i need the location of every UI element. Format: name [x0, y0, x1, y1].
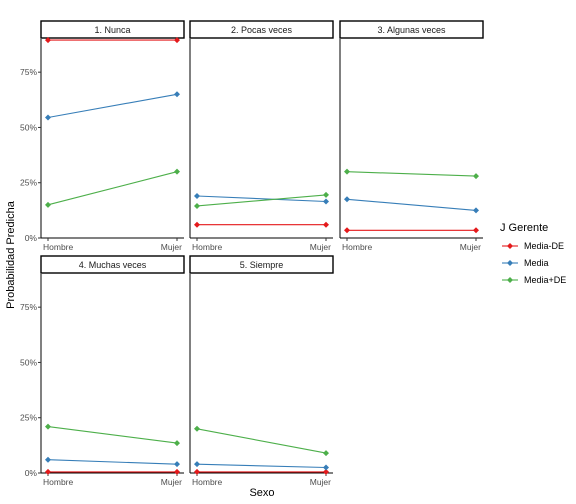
- panel-strip-label: 5. Siempre: [240, 260, 284, 270]
- panel-strip: [40, 20, 185, 39]
- series-line-media: [47, 459, 178, 465]
- panel-strip: [189, 20, 334, 39]
- data-point: [323, 468, 329, 475]
- x-axis-title: Sexo: [249, 487, 274, 499]
- data-point: [473, 207, 479, 214]
- x-tick-label: Mujer: [310, 477, 331, 487]
- series-line-media: [47, 93, 178, 119]
- legend-key-marker: [507, 277, 513, 283]
- legend-key-marker: [507, 243, 513, 249]
- panel-strip-label: 1. Nunca: [94, 25, 130, 35]
- series-line-media: [196, 463, 327, 469]
- panel-strip-label: 3. Algunas veces: [377, 25, 446, 35]
- x-tick-label: Hombre: [192, 242, 223, 252]
- data-point: [473, 227, 479, 234]
- data-point: [174, 168, 180, 175]
- panel-strip-label: 4. Muchas veces: [79, 260, 147, 270]
- legend-item: Media: [502, 258, 549, 268]
- legend-label: Media: [524, 258, 549, 268]
- series-line-media: [346, 198, 477, 211]
- panel-strip-label: 2. Pocas veces: [231, 25, 293, 35]
- legend-item: Media-DE: [502, 241, 564, 251]
- x-tick-label: Hombre: [43, 242, 74, 252]
- data-point: [45, 114, 51, 121]
- x-tick-label: Mujer: [161, 477, 182, 487]
- data-point: [45, 37, 51, 44]
- y-tick-label: 25%: [20, 413, 37, 423]
- series-line-media-de: [346, 171, 477, 177]
- series-line-media-de: [196, 428, 327, 454]
- legend-title: J Gerente: [500, 222, 548, 234]
- data-point: [45, 423, 51, 430]
- x-tick-label: Hombre: [43, 477, 74, 487]
- y-axis-title: Probabilidad Predicha: [5, 200, 17, 309]
- y-tick-label: 0%: [25, 468, 38, 478]
- data-point: [344, 196, 350, 203]
- series-line-media-de: [196, 194, 327, 207]
- series-line-media-de: [47, 171, 178, 206]
- series-line-media-de: [47, 426, 178, 444]
- x-tick-label: Hombre: [192, 477, 223, 487]
- x-tick-label: Hombre: [342, 242, 373, 252]
- data-point: [323, 450, 329, 457]
- data-point: [194, 425, 200, 432]
- data-point: [323, 198, 329, 205]
- y-tick-label: 0%: [25, 233, 38, 243]
- panel-4: 4. Muchas veces 0% 25% 50% 75% Hombre Mujer: [20, 255, 185, 487]
- x-tick-label: Mujer: [310, 242, 331, 252]
- y-tick-label: 50%: [20, 357, 37, 367]
- data-point: [45, 201, 51, 208]
- data-point: [194, 221, 200, 228]
- data-point: [194, 202, 200, 209]
- data-point: [194, 461, 200, 468]
- legend-label: Media-DE: [524, 241, 564, 251]
- panel-2: 2. Pocas veces Hombre Mujer: [189, 20, 334, 252]
- legend-item: Media+DE: [502, 275, 566, 285]
- data-point: [344, 227, 350, 234]
- data-point: [174, 461, 180, 468]
- data-point: [344, 168, 350, 175]
- data-point: [45, 468, 51, 475]
- x-tick-label: Mujer: [161, 242, 182, 252]
- panel-5: 5. Siempre Hombre Mujer: [189, 255, 334, 487]
- panel-strip: [339, 20, 484, 39]
- x-tick-label: Mujer: [460, 242, 481, 252]
- legend: J Gerente Media-DE Media Media+DE: [500, 222, 566, 285]
- data-point: [323, 464, 329, 471]
- data-point: [194, 192, 200, 199]
- y-tick-label: 25%: [20, 178, 37, 188]
- panel-3: 3. Algunas veces Hombre Mujer: [339, 20, 484, 252]
- data-point: [174, 37, 180, 44]
- y-tick-label: 75%: [20, 67, 37, 77]
- legend-label: Media+DE: [524, 275, 566, 285]
- y-tick-label: 50%: [20, 122, 37, 132]
- data-point: [323, 221, 329, 228]
- data-point: [473, 173, 479, 180]
- data-point: [174, 468, 180, 475]
- panel-strip: [40, 255, 185, 274]
- panel-1: 1. Nunca 0% 25% 50% 75% Hombre Mujer: [20, 20, 185, 252]
- legend-key-marker: [507, 260, 513, 266]
- data-point: [174, 440, 180, 447]
- y-tick-label: 75%: [20, 302, 37, 312]
- data-point: [323, 191, 329, 198]
- data-point: [194, 468, 200, 475]
- series-line-media: [196, 195, 327, 203]
- data-point: [45, 456, 51, 463]
- data-point: [174, 91, 180, 98]
- panel-strip: [189, 255, 334, 274]
